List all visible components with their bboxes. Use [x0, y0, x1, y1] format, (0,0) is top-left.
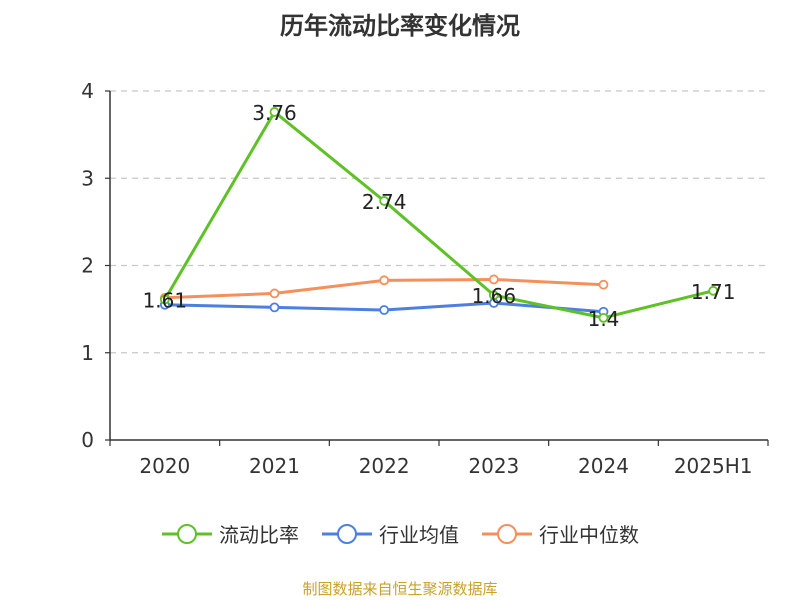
data-point-industry_median[interactable] — [379, 275, 390, 286]
x-tick-label: 2021 — [249, 454, 300, 478]
data-point-industry_mean[interactable] — [269, 302, 280, 313]
legend: 流动比率 行业均值 行业中位数 — [0, 519, 800, 548]
y-tick-label: 2 — [81, 254, 94, 278]
data-point-industry_median[interactable] — [269, 288, 280, 299]
data-label: 3.76 — [252, 101, 297, 125]
data-point-industry_median[interactable] — [488, 274, 499, 285]
chart-title: 历年流动比率变化情况 — [280, 12, 520, 40]
legend-symbol — [322, 523, 372, 544]
data-point-current_ratio[interactable] — [379, 196, 390, 206]
data-point-current_ratio[interactable] — [708, 285, 719, 296]
legend-label: 流动比率 — [219, 523, 299, 547]
x-tick-label: 2025H1 — [674, 454, 753, 478]
x-tick-label: 2020 — [139, 454, 190, 478]
legend-label: 行业均值 — [379, 523, 459, 547]
legend-symbol — [482, 523, 532, 544]
data-point-current_ratio[interactable] — [488, 290, 499, 301]
data-point-industry_mean[interactable] — [379, 305, 390, 315]
data-label: 1.71 — [691, 280, 736, 304]
data-point-industry_median[interactable] — [598, 279, 609, 290]
legend-item-industry_mean[interactable]: 行业均值 — [321, 519, 459, 548]
legend-symbol — [162, 523, 212, 544]
data-point-current_ratio[interactable] — [269, 107, 280, 117]
x-tick-label: 2024 — [578, 454, 629, 478]
y-tick-label: 1 — [81, 341, 94, 365]
y-tick-label: 0 — [81, 428, 94, 452]
x-tick-label: 2023 — [468, 454, 519, 478]
y-tick-label: 4 — [81, 79, 94, 103]
legend-item-industry_median[interactable]: 行业中位数 — [481, 519, 639, 548]
data-point-current_ratio[interactable] — [598, 312, 609, 323]
data-label: 1.66 — [472, 284, 517, 308]
data-label: 2.74 — [362, 190, 407, 214]
data-label: 1.61 — [143, 289, 188, 313]
x-tick-label: 2022 — [359, 454, 410, 478]
series-line-current_ratio — [163, 110, 714, 320]
data-label: 1.4 — [588, 307, 620, 331]
legend-label: 行业中位数 — [539, 523, 639, 547]
data-point-current_ratio[interactable] — [159, 294, 170, 305]
y-tick-label: 3 — [81, 166, 94, 190]
legend-item-current_ratio[interactable]: 流动比率 — [161, 519, 299, 548]
source-note: 制图数据来自恒生聚源数据库 — [302, 580, 498, 598]
